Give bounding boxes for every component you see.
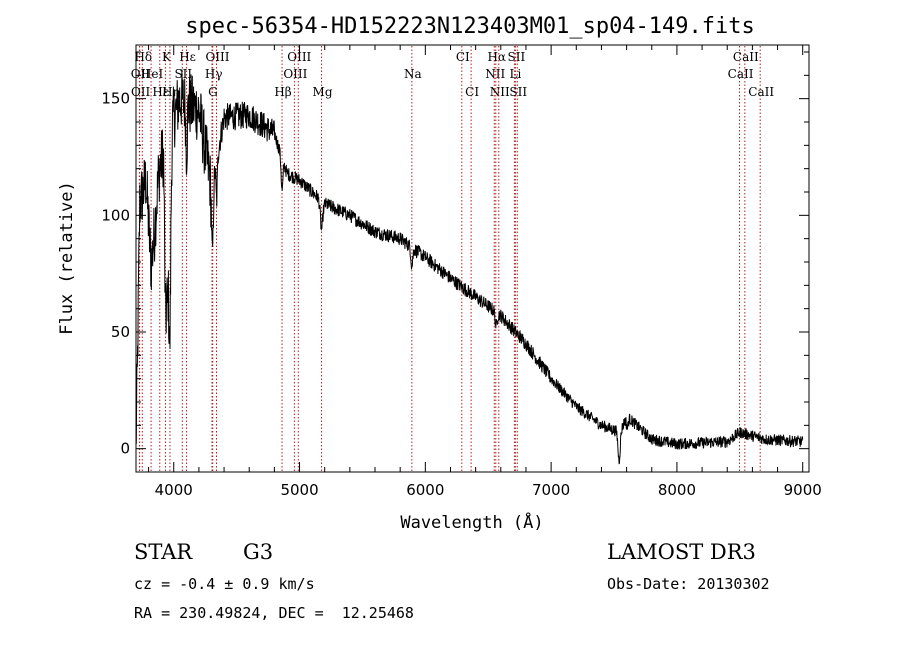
object-type: STAR (134, 540, 193, 564)
line-marker-label: SII (174, 67, 192, 81)
line-marker-label: SII (509, 85, 527, 99)
y-tick-label: 150 (101, 90, 130, 108)
x-tick-label: 6000 (406, 481, 444, 499)
line-marker-label: NII (490, 85, 510, 99)
x-tick-label: 4000 (155, 481, 193, 499)
x-tick-label: 9000 (784, 481, 822, 499)
line-marker-label: NII (485, 67, 505, 81)
y-tick-label: 0 (120, 440, 130, 458)
line-marker-label: OIII (205, 50, 229, 64)
plot-frame (135, 44, 810, 473)
spectrum-series-line (135, 69, 804, 465)
obs-date: Obs-Date: 20130302 (607, 575, 770, 593)
line-marker-label: CaII (733, 50, 759, 64)
x-tick-label: 7000 (532, 481, 570, 499)
line-marker-label: SII (508, 50, 526, 64)
chart-title: spec-56354-HD152223N123403M01_sp04-149.f… (185, 14, 755, 39)
line-marker-label: Mg (313, 85, 333, 99)
line-marker-label: Li (509, 67, 521, 81)
axis-ticks: 4000 5000 6000 7000 8000 9000 0 50 100 150 (101, 45, 822, 499)
y-axis-label: Flux (relative) (57, 181, 77, 335)
line-marker-label: HeI (141, 67, 164, 81)
line-marker-label: CI (456, 50, 470, 64)
line-marker-label: Hε (152, 85, 169, 99)
line-marker-label: Hα (487, 50, 506, 64)
line-marker-label: CaII (748, 85, 774, 99)
line-marker-label: G (208, 85, 218, 99)
line-marker-label: Hε (179, 50, 196, 64)
line-marker-label: Hβ (274, 85, 291, 99)
line-marker-label: Hη (162, 85, 180, 99)
line-marker-label: OIII (283, 67, 307, 81)
x-tick-label: 8000 (658, 481, 696, 499)
coordinates: RA = 230.49824, DEC = 12.25468 (134, 604, 414, 622)
x-tick-label: 5000 (280, 481, 318, 499)
object-subclass: G3 (243, 540, 274, 564)
line-marker-label: OII (131, 85, 151, 99)
y-tick-label: 100 (101, 206, 130, 224)
line-marker-label: CaII (728, 67, 754, 81)
line-marker-label: CI (465, 85, 479, 99)
line-marker-label: K (162, 50, 172, 64)
x-axis-label: Wavelength (Å) (400, 511, 543, 533)
line-marker-label: OIII (287, 50, 311, 64)
y-tick-label: 50 (111, 323, 130, 341)
redshift-cz: cz = -0.4 ± 0.9 km/s (134, 575, 315, 593)
line-marker-label: Hγ (205, 67, 223, 81)
survey-name: LAMOST DR3 (607, 540, 756, 564)
line-marker-label: Na (404, 67, 422, 81)
line-marker-label: Hδ (134, 50, 152, 64)
spectrum-chart: spec-56354-HD152223N123403M01_sp04-149.f… (57, 14, 822, 533)
